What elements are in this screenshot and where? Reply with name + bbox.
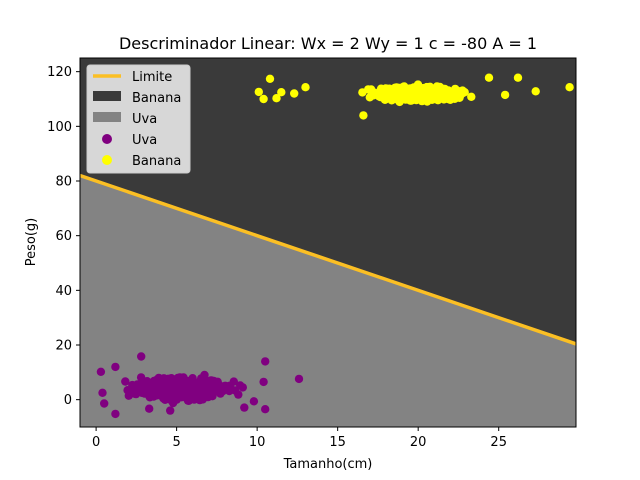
banana-point	[265, 74, 275, 84]
banana-point	[290, 89, 299, 98]
uva-point	[111, 362, 120, 372]
banana-point	[531, 87, 540, 96]
banana-point	[565, 83, 574, 92]
legend-banana-marker	[102, 155, 112, 165]
uva-point	[167, 374, 176, 383]
chart-title: Descriminador Linear: Wx = 2 Wy = 1 c = …	[119, 34, 537, 53]
y-tick-label: 80	[55, 175, 72, 190]
uva-point	[121, 377, 130, 386]
plot-area	[79, 57, 577, 428]
banana-point	[467, 92, 476, 102]
uva-point	[200, 370, 209, 380]
points-layer	[96, 73, 574, 419]
uva-point	[137, 352, 146, 361]
uva-point	[249, 397, 259, 406]
banana-point	[359, 111, 368, 120]
uva-point	[166, 406, 175, 415]
uva-point	[145, 404, 154, 413]
uva-point	[98, 388, 107, 397]
legend-uva-marker	[102, 134, 112, 144]
banana-point	[380, 93, 389, 102]
uva-point	[153, 376, 162, 385]
region-banana	[80, 58, 576, 344]
uva-point	[261, 405, 270, 414]
uva-point	[201, 383, 210, 392]
uva-point	[240, 403, 249, 412]
banana-point	[272, 94, 281, 103]
uva-point	[158, 392, 167, 401]
region-uva	[80, 175, 576, 427]
banana-point	[484, 73, 494, 82]
x-tick-label: 10	[249, 435, 266, 450]
uva-point	[225, 384, 234, 393]
uva-point	[175, 373, 185, 382]
uva-point	[160, 379, 169, 388]
uva-point	[206, 376, 215, 385]
x-tick-label: 5	[172, 435, 180, 450]
legend-uva-region-swatch	[93, 112, 121, 122]
banana-point	[513, 73, 523, 82]
banana-point	[384, 85, 394, 95]
x-tick-label: 15	[329, 435, 346, 450]
banana-point	[395, 97, 404, 107]
banana-point	[444, 90, 454, 99]
uva-point	[212, 382, 222, 391]
banana-point	[277, 88, 286, 97]
uva-point	[261, 357, 270, 366]
uva-point	[136, 373, 146, 382]
y-tick-label: 100	[47, 120, 72, 135]
legend-limite-label: Limite	[132, 70, 172, 85]
x-axis: 0 5 10 15 20 25	[92, 427, 507, 450]
banana-point	[370, 88, 379, 97]
uva-point	[142, 377, 152, 386]
uva-point	[259, 377, 268, 387]
uva-point	[111, 409, 120, 419]
legend: Limite Banana Uva Uva Banana	[86, 64, 191, 174]
banana-point	[454, 91, 463, 100]
uva-point	[130, 389, 140, 398]
banana-point	[254, 87, 263, 97]
y-tick-label: 20	[55, 339, 72, 354]
legend-banana-region-label: Banana	[132, 91, 181, 106]
y-tick-label: 60	[55, 229, 72, 244]
x-tick-label: 0	[92, 435, 100, 450]
banana-point	[436, 88, 446, 97]
uva-point	[145, 393, 155, 402]
uva-point	[146, 384, 155, 393]
banana-point	[421, 86, 430, 95]
uva-point	[96, 367, 106, 376]
y-axis: 0 20 40 60 80 100 120	[47, 65, 80, 408]
banana-point	[259, 94, 268, 104]
legend-uva-label: Uva	[132, 133, 157, 148]
legend-banana-label: Banana	[132, 154, 181, 169]
uva-point	[171, 389, 180, 398]
legend-uva-region-label: Uva	[132, 112, 157, 127]
banana-point	[500, 90, 510, 100]
banana-point	[396, 85, 406, 94]
y-tick-label: 120	[47, 65, 72, 80]
x-axis-label: Tamanho(cm)	[283, 457, 373, 472]
uva-point	[229, 377, 238, 386]
uva-point	[183, 384, 192, 393]
uva-point	[294, 374, 304, 384]
y-axis-label: Peso(g)	[24, 218, 39, 267]
plot-frame	[79, 57, 577, 428]
y-tick-label: 40	[55, 284, 72, 299]
x-tick-label: 20	[410, 435, 427, 450]
boundary-line	[80, 173, 576, 346]
y-tick-label: 0	[64, 393, 72, 408]
uva-point	[137, 388, 146, 397]
banana-point	[301, 83, 310, 92]
x-tick-label: 25	[490, 435, 507, 450]
banana-point	[403, 84, 412, 93]
legend-banana-region-swatch	[93, 91, 121, 101]
banana-point	[427, 93, 436, 103]
uva-point	[100, 399, 109, 408]
